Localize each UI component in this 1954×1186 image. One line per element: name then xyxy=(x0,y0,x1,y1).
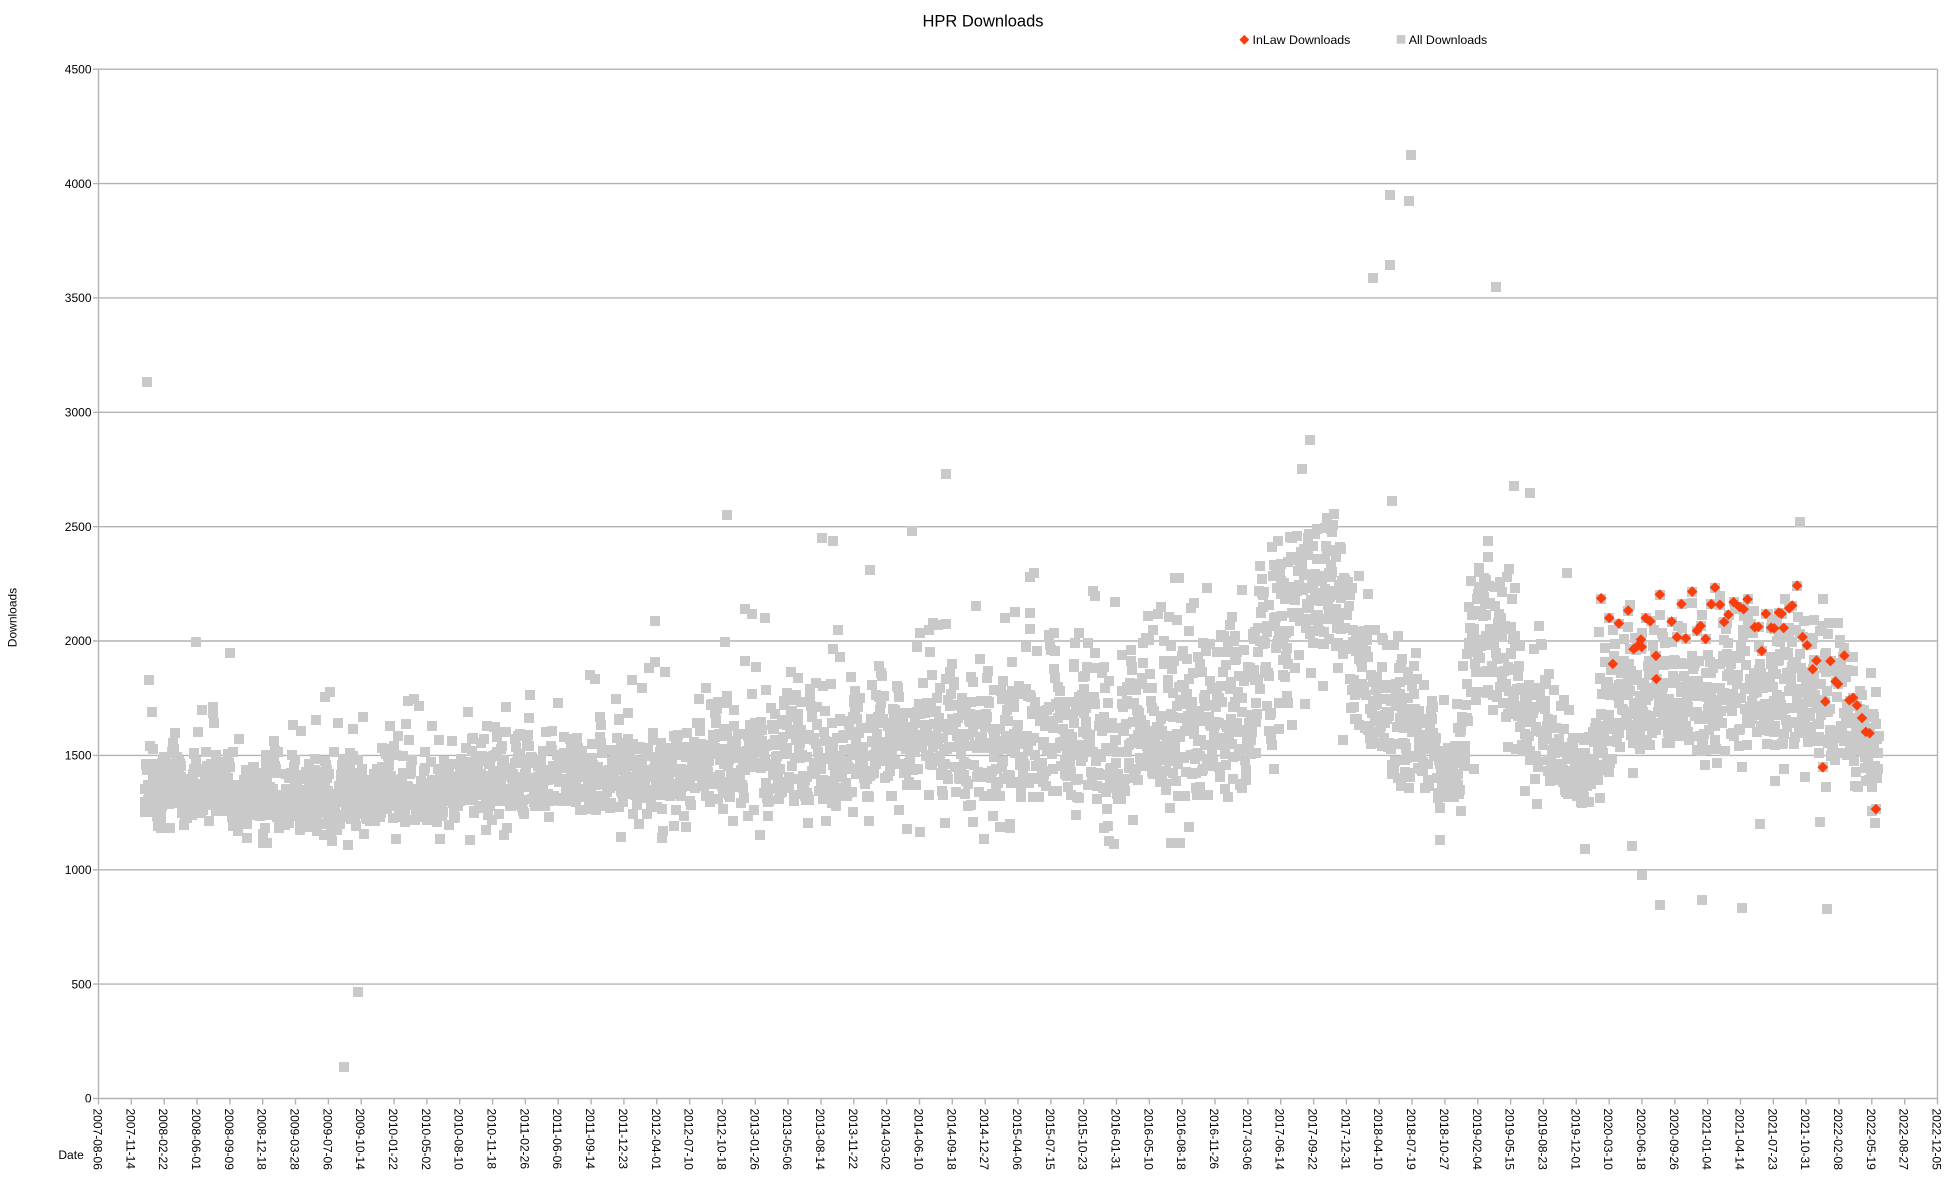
svg-text:2008-06-01: 2008-06-01 xyxy=(189,1109,203,1171)
svg-text:All Downloads: All Downloads xyxy=(1409,33,1488,47)
svg-text:500: 500 xyxy=(71,977,91,991)
svg-text:2016-01-31: 2016-01-31 xyxy=(1109,1109,1123,1171)
svg-text:2020-03-10: 2020-03-10 xyxy=(1601,1109,1615,1171)
svg-text:2022-12-05: 2022-12-05 xyxy=(1930,1109,1944,1171)
svg-text:3500: 3500 xyxy=(65,291,92,305)
svg-text:2022-05-19: 2022-05-19 xyxy=(1864,1109,1878,1171)
svg-text:Downloads: Downloads xyxy=(6,588,20,647)
svg-text:2015-04-06: 2015-04-06 xyxy=(1010,1109,1024,1171)
svg-text:2016-11-26: 2016-11-26 xyxy=(1207,1109,1221,1170)
svg-text:2016-05-10: 2016-05-10 xyxy=(1141,1109,1155,1171)
svg-text:2013-11-22: 2013-11-22 xyxy=(846,1109,860,1170)
svg-text:InLaw Downloads: InLaw Downloads xyxy=(1253,33,1351,47)
svg-text:4000: 4000 xyxy=(65,177,92,191)
svg-text:2022-02-08: 2022-02-08 xyxy=(1831,1109,1845,1171)
svg-text:2500: 2500 xyxy=(65,520,92,534)
svg-text:2010-08-10: 2010-08-10 xyxy=(452,1109,466,1171)
svg-text:1500: 1500 xyxy=(65,749,92,763)
svg-text:2022-08-27: 2022-08-27 xyxy=(1897,1109,1911,1171)
svg-text:2012-04-01: 2012-04-01 xyxy=(649,1109,663,1171)
svg-text:2019-05-15: 2019-05-15 xyxy=(1503,1109,1517,1171)
svg-text:Date: Date xyxy=(58,1148,84,1162)
svg-text:4500: 4500 xyxy=(65,62,92,76)
svg-text:2011-09-14: 2011-09-14 xyxy=(583,1109,597,1170)
svg-text:2009-07-06: 2009-07-06 xyxy=(320,1109,334,1171)
svg-text:2009-10-14: 2009-10-14 xyxy=(353,1109,367,1171)
svg-text:2016-08-18: 2016-08-18 xyxy=(1174,1109,1188,1171)
svg-text:2021-04-14: 2021-04-14 xyxy=(1733,1109,1747,1171)
svg-text:2019-12-01: 2019-12-01 xyxy=(1568,1109,1582,1171)
svg-text:2020-09-26: 2020-09-26 xyxy=(1667,1109,1681,1171)
svg-text:2012-10-18: 2012-10-18 xyxy=(714,1109,728,1171)
svg-text:2011-06-06: 2011-06-06 xyxy=(550,1109,564,1170)
svg-text:2014-03-02: 2014-03-02 xyxy=(879,1109,893,1171)
svg-text:2011-12-23: 2011-12-23 xyxy=(616,1109,630,1170)
svg-text:2021-01-04: 2021-01-04 xyxy=(1700,1109,1714,1171)
svg-text:2008-09-09: 2008-09-09 xyxy=(222,1109,236,1171)
svg-text:2021-10-31: 2021-10-31 xyxy=(1798,1109,1812,1171)
svg-text:2013-05-06: 2013-05-06 xyxy=(780,1109,794,1171)
svg-text:2017-03-06: 2017-03-06 xyxy=(1240,1109,1254,1171)
svg-text:2018-04-10: 2018-04-10 xyxy=(1371,1109,1385,1171)
svg-text:2017-12-31: 2017-12-31 xyxy=(1338,1109,1352,1171)
svg-text:2021-07-23: 2021-07-23 xyxy=(1765,1109,1779,1171)
svg-text:2008-12-18: 2008-12-18 xyxy=(255,1109,269,1171)
svg-text:2017-06-14: 2017-06-14 xyxy=(1273,1109,1287,1171)
svg-text:2019-02-04: 2019-02-04 xyxy=(1470,1109,1484,1171)
svg-text:2010-01-22: 2010-01-22 xyxy=(386,1109,400,1171)
svg-text:2019-08-23: 2019-08-23 xyxy=(1535,1109,1549,1171)
svg-text:2018-10-27: 2018-10-27 xyxy=(1437,1109,1451,1171)
svg-text:2014-12-27: 2014-12-27 xyxy=(977,1109,991,1171)
svg-text:2010-05-02: 2010-05-02 xyxy=(419,1109,433,1171)
svg-text:2013-01-26: 2013-01-26 xyxy=(747,1109,761,1171)
svg-text:1000: 1000 xyxy=(65,863,92,877)
svg-text:3000: 3000 xyxy=(65,406,92,420)
svg-text:2020-06-18: 2020-06-18 xyxy=(1634,1109,1648,1171)
svg-text:2014-06-10: 2014-06-10 xyxy=(912,1109,926,1171)
svg-text:2000: 2000 xyxy=(65,634,92,648)
svg-text:2009-03-28: 2009-03-28 xyxy=(288,1109,302,1171)
svg-text:0: 0 xyxy=(85,1092,92,1106)
svg-text:2008-02-22: 2008-02-22 xyxy=(156,1109,170,1171)
svg-text:2012-07-10: 2012-07-10 xyxy=(682,1109,696,1171)
svg-text:2015-10-23: 2015-10-23 xyxy=(1076,1109,1090,1171)
svg-text:2014-09-18: 2014-09-18 xyxy=(944,1109,958,1171)
svg-text:HPR Downloads: HPR Downloads xyxy=(922,12,1043,30)
svg-text:2010-11-18: 2010-11-18 xyxy=(485,1109,499,1170)
svg-text:2011-02-26: 2011-02-26 xyxy=(517,1109,531,1170)
svg-text:2018-07-19: 2018-07-19 xyxy=(1404,1109,1418,1171)
svg-text:2007-08-06: 2007-08-06 xyxy=(91,1109,105,1171)
svg-text:2013-08-14: 2013-08-14 xyxy=(813,1109,827,1171)
svg-text:2017-09-22: 2017-09-22 xyxy=(1306,1109,1320,1171)
svg-text:2015-07-15: 2015-07-15 xyxy=(1043,1109,1057,1171)
svg-text:2007-11-14: 2007-11-14 xyxy=(123,1109,137,1170)
